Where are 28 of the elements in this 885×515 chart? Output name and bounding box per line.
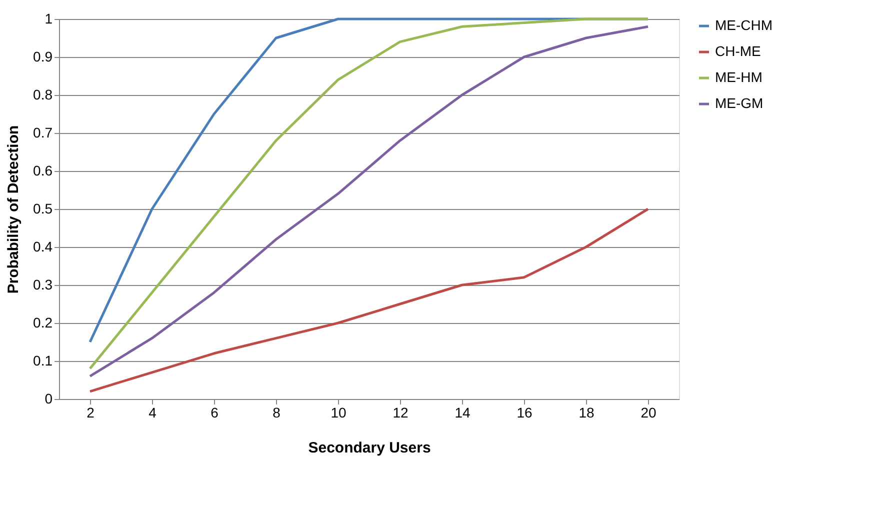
y-tick-label: 0.9 [33, 48, 53, 64]
legend-label: ME-HM [715, 69, 762, 85]
y-tick-label: 0.3 [33, 276, 53, 292]
legend-label: ME-CHM [715, 17, 773, 33]
y-tick-label: 0.4 [33, 238, 53, 254]
x-tick-label: 18 [578, 404, 594, 420]
y-tick-label: 0.7 [33, 124, 53, 140]
x-tick-label: 20 [640, 404, 656, 420]
y-axis-title: Probability of Detection [5, 125, 22, 294]
x-tick-label: 2 [86, 404, 95, 420]
legend-label: ME-GM [715, 95, 764, 111]
legend-label: CH-ME [715, 43, 761, 59]
x-tick-label: 6 [210, 404, 219, 420]
x-tick-label: 10 [330, 404, 346, 420]
x-tick-label: 4 [148, 404, 157, 420]
line-series [88, 208, 650, 393]
x-tick-label: 14 [454, 404, 470, 420]
x-tick-label: 12 [392, 404, 408, 420]
y-tick-label: 0.5 [33, 200, 53, 216]
y-tick-label: 0.2 [33, 314, 53, 330]
x-tick-label: 8 [272, 404, 281, 420]
y-tick-label: 0.6 [33, 162, 53, 178]
y-tick-label: 0.8 [33, 86, 53, 102]
y-tick-label: 1 [44, 10, 53, 26]
y-tick-label: 0 [44, 390, 53, 406]
y-tick-label: 0.1 [33, 352, 53, 368]
x-axis-title: Secondary Users [308, 440, 431, 456]
x-tick-label: 16 [516, 404, 532, 420]
